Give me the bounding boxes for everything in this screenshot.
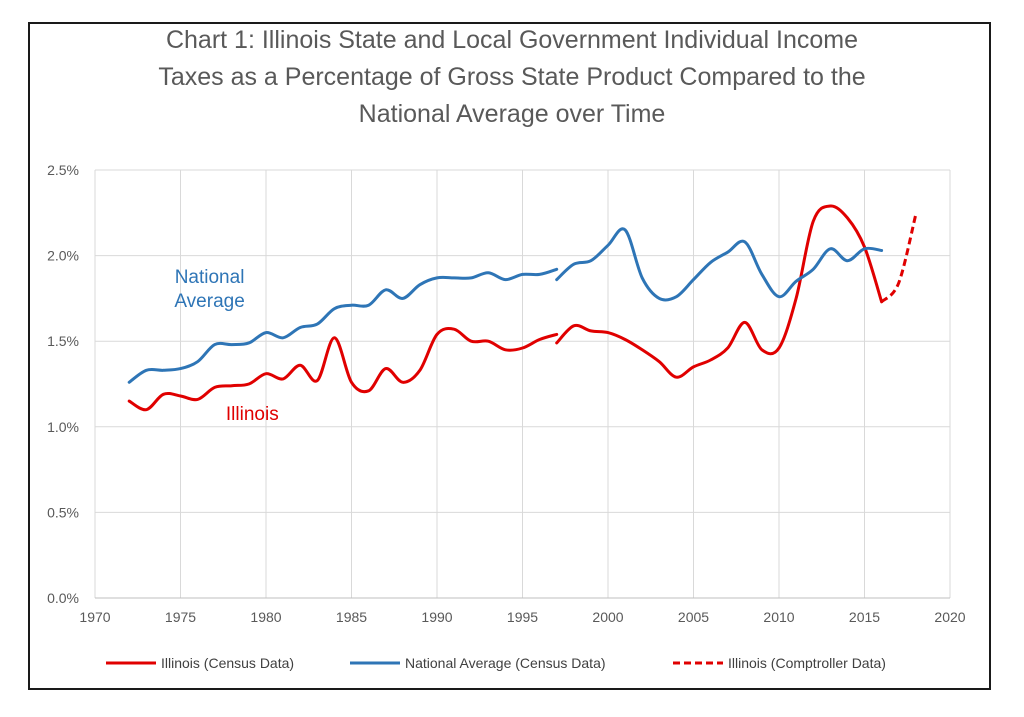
series-line-1 <box>127 327 559 412</box>
chart-title-line-1: Chart 1: Illinois State and Local Govern… <box>165 26 859 54</box>
x-tick-label: 1985 <box>336 609 367 625</box>
y-tick-label: 1.0% <box>47 419 79 435</box>
x-tick-label: 2015 <box>849 609 880 625</box>
legend-entry: Illinois (Census Data) <box>161 655 294 671</box>
x-tick-label: 2020 <box>934 609 965 625</box>
series-annotation-line: Average <box>174 291 244 312</box>
series-annotation-line: National <box>175 267 245 288</box>
series-line-2 <box>555 227 884 302</box>
chart-title-line-3: National Average over Time <box>358 100 666 128</box>
series-annotation: Illinois <box>226 404 279 425</box>
x-tick-label: 2000 <box>592 609 623 625</box>
series-line-3 <box>880 214 918 303</box>
y-tick-label: 0.5% <box>47 504 79 520</box>
chart-title: Chart 1: Illinois State and Local Govern… <box>0 22 1024 133</box>
series-line-1 <box>555 204 884 379</box>
series-annotation: National Average <box>174 267 244 312</box>
legend-entry: National Average (Census Data) <box>405 655 606 671</box>
chart-frame <box>28 22 991 690</box>
y-tick-label: 1.5% <box>47 333 79 349</box>
x-tick-label: 1975 <box>165 609 196 625</box>
y-tick-label: 0.0% <box>47 590 79 606</box>
series-line-2 <box>127 267 559 384</box>
x-tick-label: 2010 <box>763 609 794 625</box>
x-tick-label: 1970 <box>79 609 110 625</box>
x-tick-label: 2005 <box>678 609 709 625</box>
chart-title-line-2: Taxes as a Percentage of Gross State Pro… <box>158 63 866 91</box>
x-tick-label: 1995 <box>507 609 538 625</box>
y-tick-label: 2.0% <box>47 248 79 264</box>
x-tick-label: 1990 <box>421 609 452 625</box>
y-tick-label: 2.5% <box>47 162 79 178</box>
legend-entry: Illinois (Comptroller Data) <box>728 655 886 671</box>
x-tick-label: 1980 <box>250 609 281 625</box>
series-annotation-line: Illinois <box>226 404 279 425</box>
